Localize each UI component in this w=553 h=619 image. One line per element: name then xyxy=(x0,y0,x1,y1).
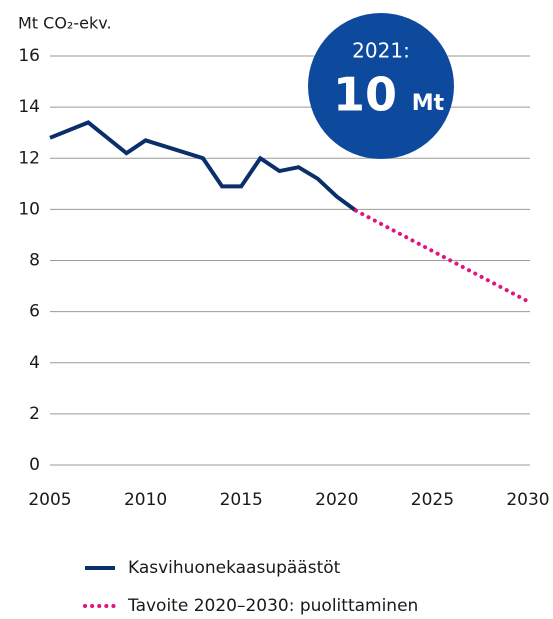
y-tick-label: 10 xyxy=(18,199,40,219)
x-tick-label: 2010 xyxy=(124,490,167,510)
highlight-circle xyxy=(308,13,454,159)
x-tick-label: 2020 xyxy=(315,490,358,510)
y-tick-label: 8 xyxy=(29,251,40,271)
annotation-year: 2021: xyxy=(352,39,410,63)
y-tick-label: 14 xyxy=(18,97,40,117)
x-tick-label: 2005 xyxy=(28,490,71,510)
x-tick-label: 2030 xyxy=(506,490,549,510)
legend-label: Tavoite 2020–2030: puolittaminen xyxy=(127,596,418,616)
series-line xyxy=(353,208,530,304)
x-tick-label: 2025 xyxy=(411,490,454,510)
y-tick-label: 6 xyxy=(29,302,40,322)
legend-label: Kasvihuonekaasupäästöt xyxy=(128,558,341,578)
series-line xyxy=(49,120,358,213)
y-tick-label: 12 xyxy=(18,148,40,168)
annotation-value: 10 xyxy=(333,68,397,122)
y-tick-label: 4 xyxy=(29,353,40,373)
y-axis-label: Mt CO₂-ekv. xyxy=(18,14,112,33)
y-tick-label: 16 xyxy=(18,46,40,66)
y-tick-label: 2 xyxy=(29,404,40,424)
x-tick-label: 2015 xyxy=(220,490,263,510)
y-tick-label: 0 xyxy=(29,455,40,475)
annotation-unit: Mt xyxy=(412,91,445,116)
